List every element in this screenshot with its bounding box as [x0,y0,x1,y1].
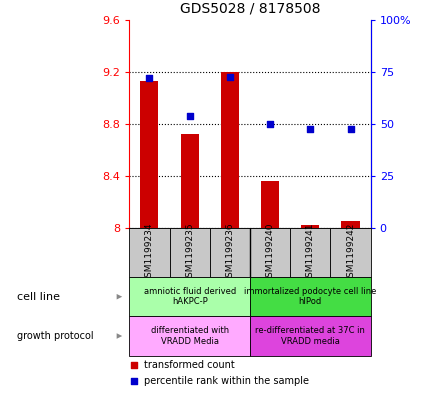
Text: immortalized podocyte cell line
hIPod: immortalized podocyte cell line hIPod [243,287,376,307]
Bar [261,181,279,228]
Text: GSM1199235: GSM1199235 [185,222,194,283]
Point [130,378,137,384]
Text: GSM1199242: GSM1199242 [345,222,354,283]
FancyBboxPatch shape [249,316,370,356]
Text: GSM1199241: GSM1199241 [305,222,314,283]
FancyBboxPatch shape [129,277,249,316]
Text: growth protocol: growth protocol [17,331,94,341]
Bar [301,225,319,228]
Text: GSM1199240: GSM1199240 [265,222,274,283]
Title: GDS5028 / 8178508: GDS5028 / 8178508 [179,2,319,16]
Text: GSM1199234: GSM1199234 [144,222,154,283]
Text: differentiated with
VRADD Media: differentiated with VRADD Media [150,326,228,346]
FancyBboxPatch shape [169,228,209,277]
Bar [180,134,198,228]
Point [346,126,353,132]
FancyBboxPatch shape [289,228,330,277]
FancyBboxPatch shape [330,228,370,277]
FancyBboxPatch shape [129,228,169,277]
Point [186,113,193,119]
Text: GSM1199236: GSM1199236 [225,222,234,283]
Point [130,362,137,368]
Bar [140,81,158,228]
Text: cell line: cell line [17,292,60,302]
FancyBboxPatch shape [209,228,249,277]
Point [226,74,233,80]
Point [306,126,313,132]
FancyBboxPatch shape [129,316,249,356]
Text: amniotic fluid derived
hAKPC-P: amniotic fluid derived hAKPC-P [143,287,235,307]
Text: percentile rank within the sample: percentile rank within the sample [144,376,308,386]
Point [146,75,153,81]
FancyBboxPatch shape [249,277,370,316]
Text: re-differentiated at 37C in
VRADD media: re-differentiated at 37C in VRADD media [255,326,364,346]
Point [266,121,273,127]
FancyBboxPatch shape [249,228,289,277]
Bar [220,72,238,228]
Bar [341,221,359,228]
Text: transformed count: transformed count [144,360,234,370]
